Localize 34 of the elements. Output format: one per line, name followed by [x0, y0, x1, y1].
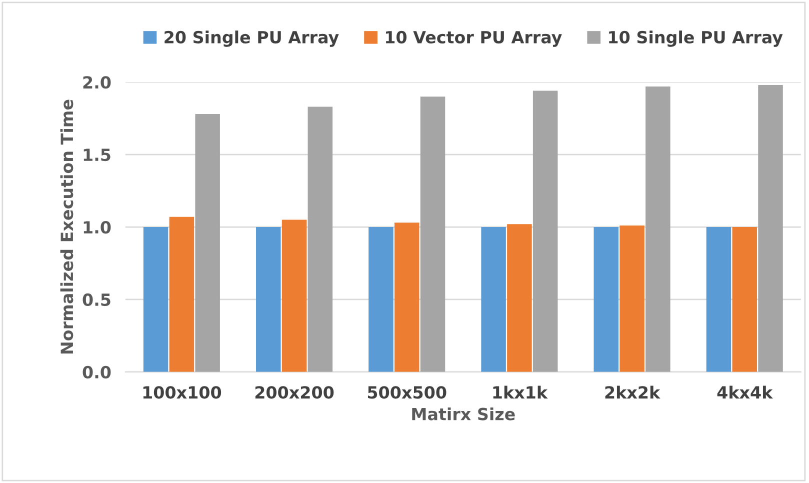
bar	[256, 227, 281, 372]
bar	[481, 227, 506, 372]
x-tick-label: 2kx2k	[605, 386, 660, 398]
bar	[620, 226, 644, 372]
y-tick-label: 0.5	[82, 293, 110, 306]
bar	[143, 227, 168, 372]
x-tick-label: 100x100	[143, 386, 222, 399]
bar	[195, 114, 220, 372]
bar	[594, 227, 619, 372]
bar	[646, 86, 670, 372]
y-axis-title: Normalized Execution Time	[60, 100, 74, 354]
x-tick-label: 4kx4k	[717, 386, 773, 398]
bar	[732, 227, 757, 372]
x-tick-label: 200x200	[255, 386, 334, 399]
y-tick-label: 1.5	[84, 148, 110, 162]
bar	[706, 227, 732, 372]
bar	[368, 227, 394, 372]
bar	[532, 90, 558, 372]
y-tick-label: 0.0	[82, 366, 111, 378]
bar	[282, 220, 307, 372]
bar	[420, 96, 446, 372]
bar	[308, 106, 333, 372]
x-tick-label: 1kx1k	[493, 386, 548, 398]
legend-label: 20 Single PU Array	[164, 30, 339, 47]
y-tick-label: 2.0	[83, 76, 111, 89]
bar	[169, 216, 194, 372]
x-axis-title: Matirx Size	[412, 407, 515, 420]
bar	[507, 224, 532, 372]
legend-label: 10 Vector PU Array	[386, 30, 562, 47]
bar	[394, 222, 420, 372]
x-tick-label: 500x500	[368, 386, 446, 399]
legend-label: 10 Single PU Array	[609, 30, 783, 47]
bar	[758, 85, 783, 372]
y-tick-label: 1.0	[84, 220, 111, 234]
